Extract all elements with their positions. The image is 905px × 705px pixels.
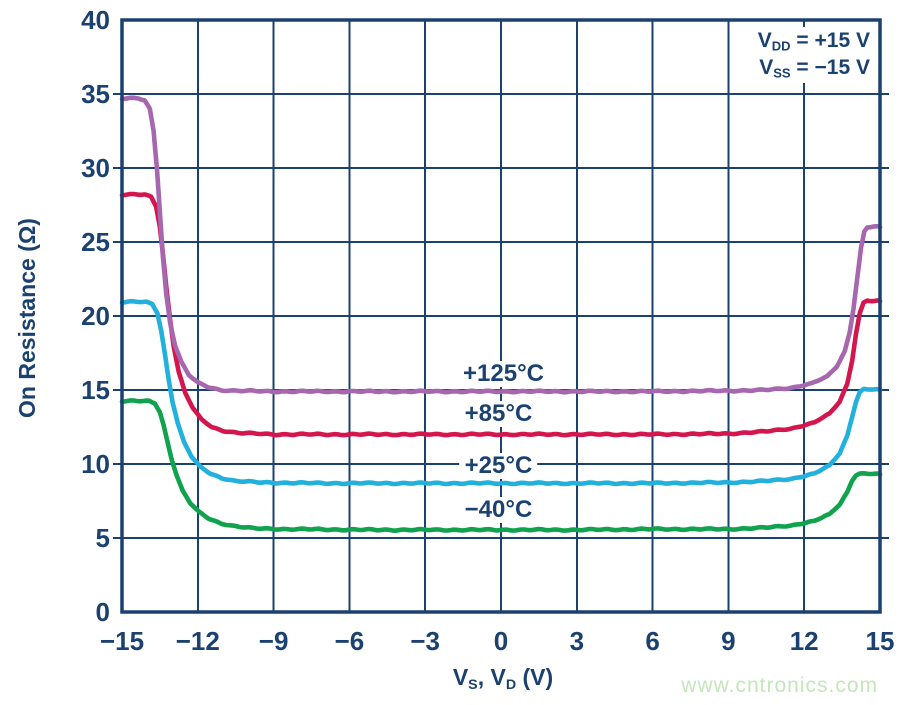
curve-minus-40C xyxy=(119,398,883,533)
curve-plus-85C xyxy=(119,191,883,438)
plot-border xyxy=(120,18,882,614)
curve-plus-125C xyxy=(119,95,883,395)
curve-plus-25C xyxy=(119,298,883,487)
